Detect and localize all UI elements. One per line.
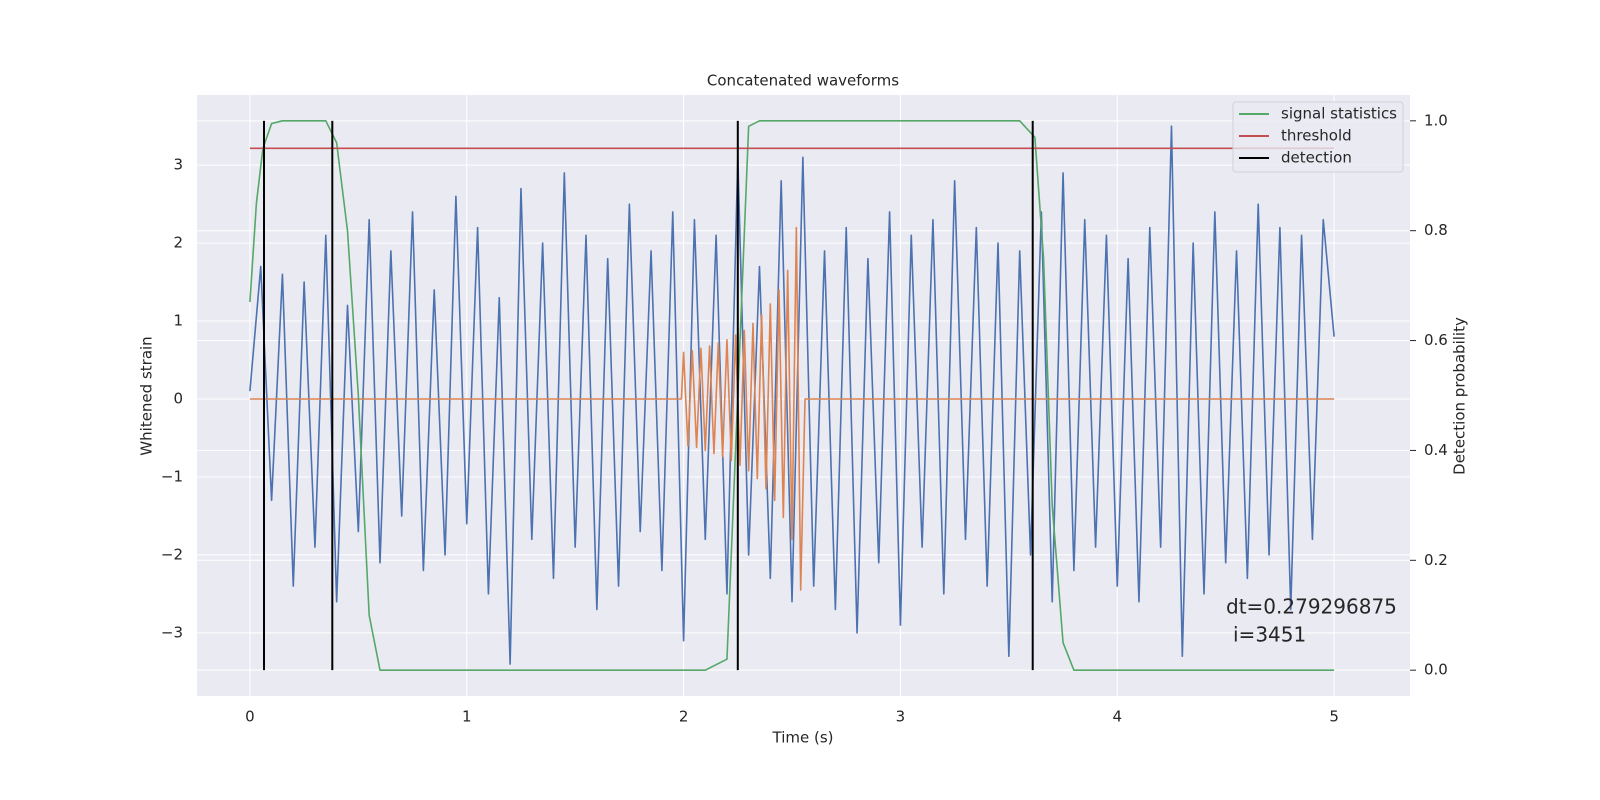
y-tick-label: 2 bbox=[173, 234, 183, 252]
x-tick-label: 2 bbox=[679, 708, 689, 726]
series-line bbox=[249, 226, 1335, 591]
y2-tick-label: 1.0 bbox=[1424, 111, 1448, 129]
y-tick-label: −1 bbox=[161, 467, 183, 485]
x-tick-label: 3 bbox=[896, 708, 906, 726]
series-line bbox=[249, 120, 1335, 671]
y2-tick-label: 0.0 bbox=[1424, 661, 1448, 679]
x-tick-label: 4 bbox=[1112, 708, 1122, 726]
x-tick-label: 5 bbox=[1329, 708, 1339, 726]
x-axis-label: Time (s) bbox=[772, 729, 834, 747]
chart-title: Concatenated waveforms bbox=[707, 72, 899, 90]
legend-label: signal statistics bbox=[1281, 105, 1397, 123]
y2-tick-label: 0.6 bbox=[1424, 331, 1448, 349]
annotation: dt=0.279296875 bbox=[1226, 595, 1397, 619]
annotation: i=3451 bbox=[1233, 623, 1306, 647]
y-tick-label: 1 bbox=[173, 312, 183, 330]
series-line bbox=[249, 125, 1335, 665]
y-tick-label: −3 bbox=[161, 623, 183, 641]
legend-label: threshold bbox=[1281, 127, 1352, 145]
legend-label: detection bbox=[1281, 149, 1352, 167]
y-tick-label: 0 bbox=[173, 390, 183, 408]
y2-axis-label: Detection probability bbox=[1451, 317, 1469, 475]
y2-tick-label: 0.8 bbox=[1424, 221, 1448, 239]
y-tick-label: 3 bbox=[173, 156, 183, 174]
x-tick-label: 0 bbox=[245, 708, 255, 726]
y-tick-label: −2 bbox=[161, 545, 183, 563]
y2-tick-label: 0.4 bbox=[1424, 441, 1448, 459]
y2-tick-label: 0.2 bbox=[1424, 551, 1448, 569]
x-tick-label: 1 bbox=[462, 708, 472, 726]
y-axis-label: Whitened strain bbox=[138, 336, 156, 455]
legend-box bbox=[1232, 101, 1404, 173]
